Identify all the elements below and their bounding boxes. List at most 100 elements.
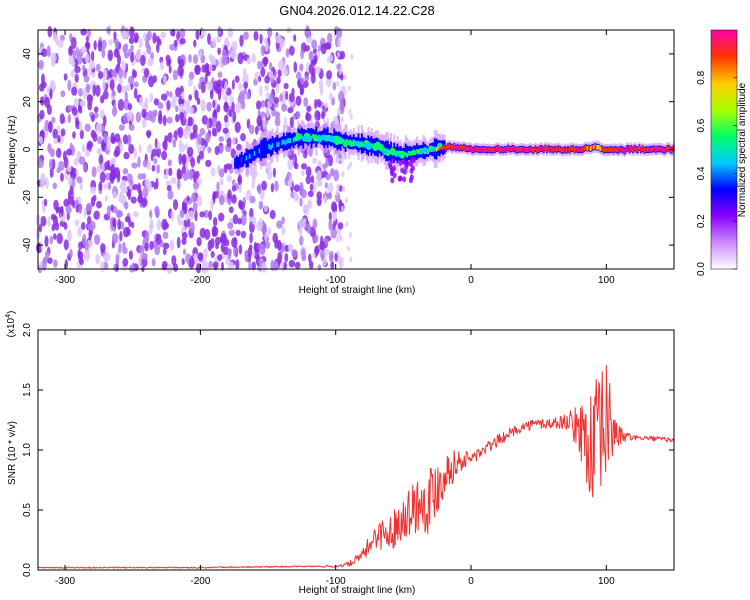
noise-speckle (312, 66, 316, 78)
noise-speckle (95, 84, 101, 97)
ridge-core (513, 146, 516, 152)
ridge-core (471, 147, 474, 153)
noise-speckle (73, 98, 80, 107)
noise-speckle (111, 69, 118, 78)
colorbar: 0.0 0.2 0.4 0.6 0.8 Normalized spectral ampl… (696, 29, 748, 276)
ridge-blob (418, 149, 424, 155)
noise-speckle (317, 264, 322, 271)
noise-speckle (216, 120, 222, 133)
noise-speckle (160, 61, 164, 71)
noise-speckle (200, 54, 206, 64)
ridge-core (573, 147, 576, 153)
colorbar-scale (710, 29, 738, 270)
noise-speckle (206, 101, 212, 112)
noise-speckle (113, 31, 117, 40)
noise-speckle (189, 106, 194, 115)
noise-speckle (95, 122, 102, 134)
noise-speckle (77, 226, 83, 237)
noise-speckle (129, 26, 135, 38)
noise-speckle (38, 224, 43, 233)
ridge-core (500, 147, 503, 152)
ridge-blob (437, 142, 443, 148)
noise-speckle (260, 111, 266, 118)
noise-speckle (246, 57, 252, 65)
noise-speckle (153, 98, 160, 106)
noise-speckle (285, 91, 289, 101)
ridge-tail (402, 176, 407, 183)
noise-speckle (81, 144, 86, 153)
noise-speckle (137, 173, 144, 180)
noise-speckle (269, 92, 274, 105)
noise-speckle (144, 242, 149, 252)
ridge-blob (363, 142, 369, 148)
noise-speckle (44, 250, 50, 258)
noise-speckle (205, 159, 212, 168)
noise-speckle (186, 146, 194, 157)
noise-speckle (207, 33, 211, 45)
noise-speckle (96, 147, 103, 155)
noise-speckle (178, 139, 183, 148)
ridge-core (248, 153, 251, 159)
noise-speckle (78, 121, 83, 132)
noise-speckle (333, 169, 340, 182)
noise-speckle (128, 250, 133, 260)
ridge-tail (404, 163, 409, 170)
ridge-core (274, 142, 277, 147)
noise-speckle (39, 96, 45, 106)
noise-speckle (158, 110, 163, 121)
noise-speckle (172, 69, 178, 81)
noise-speckle (126, 111, 133, 124)
ridge-core (635, 147, 638, 152)
noise-speckle (73, 158, 79, 166)
x-tick-label: 100 (598, 275, 615, 286)
noise-speckle (320, 43, 327, 55)
noise-speckle (238, 244, 243, 255)
noise-speckle (109, 79, 115, 91)
noise-speckle (201, 261, 207, 274)
noise-speckle (117, 54, 121, 66)
noise-speckle (127, 134, 131, 143)
x-tick-label: 0 (468, 576, 474, 587)
noise-speckle (231, 237, 238, 248)
noise-speckle (231, 194, 237, 204)
noise-speckle (217, 47, 221, 56)
noise-speckle (310, 175, 315, 184)
noise-speckle (215, 243, 219, 250)
noise-speckle (232, 179, 236, 187)
noise-speckle (70, 69, 77, 78)
noise-speckle (139, 96, 144, 107)
noise-speckle (147, 143, 153, 154)
noise-speckle (283, 82, 289, 90)
noise-speckle (231, 79, 235, 90)
noise-speckle (102, 68, 108, 81)
noise-speckle (248, 259, 252, 271)
noise-speckle (132, 68, 136, 79)
ridge-core (461, 145, 464, 151)
noise-speckle (79, 257, 84, 266)
noise-speckle (117, 218, 121, 230)
noise-speckle (188, 54, 192, 63)
noise-speckle (130, 44, 134, 52)
noise-speckle (41, 48, 48, 57)
noise-speckle (82, 64, 86, 72)
ridge-core (482, 147, 485, 152)
noise-speckle (107, 181, 112, 191)
noise-speckle (281, 103, 288, 112)
noise-speckle (141, 257, 148, 268)
noise-speckle (119, 143, 124, 152)
noise-speckle (122, 134, 129, 145)
snr-x-axis: -300 -200 -100 0 100 (55, 330, 615, 587)
noise-speckle (92, 84, 96, 97)
noise-speckle (300, 77, 305, 86)
ridge-core (557, 146, 560, 152)
noise-speckle (151, 164, 156, 172)
noise-speckle (153, 182, 157, 190)
noise-speckle (197, 133, 202, 146)
noise-speckle (303, 204, 308, 211)
noise-speckle (324, 102, 328, 109)
noise-speckle (126, 226, 130, 237)
noise-speckle (300, 170, 305, 177)
colorbar-tick-label: 0.2 (696, 214, 707, 228)
noise-speckle (157, 141, 161, 150)
ridge-core (546, 147, 548, 153)
